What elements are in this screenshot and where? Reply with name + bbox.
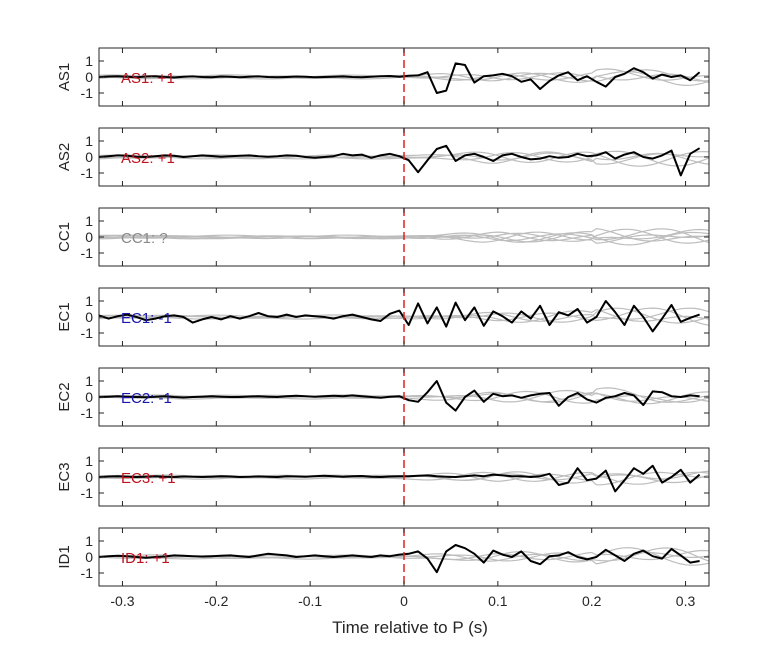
station-label: AS1 bbox=[56, 63, 73, 91]
station-label: EC1 bbox=[56, 302, 73, 331]
x-tick-label: 0.2 bbox=[582, 593, 602, 609]
polarity-label: EC2: -1 bbox=[121, 390, 172, 407]
x-tick-label: -0.1 bbox=[298, 593, 322, 609]
panel-cc1: -101 CC1 CC1: ? bbox=[56, 207, 710, 267]
x-axis-label: Time relative to P (s) bbox=[332, 618, 488, 637]
x-tick-label: -0.2 bbox=[204, 593, 228, 609]
polarity-label: EC3: +1 bbox=[121, 470, 176, 487]
y-tick-label: -1 bbox=[81, 85, 94, 101]
panel-ec2: -101 EC2 EC2: -1 bbox=[56, 367, 710, 427]
y-tick-label: 1 bbox=[85, 453, 93, 469]
panel-ec1: -101 EC1 EC1: -1 bbox=[56, 287, 710, 347]
y-tick-label: 0 bbox=[85, 309, 93, 325]
polarity-label: CC1: ? bbox=[121, 230, 168, 247]
y-tick-label: -1 bbox=[81, 565, 94, 581]
station-label: CC1 bbox=[56, 222, 73, 252]
station-label: EC3 bbox=[56, 462, 73, 491]
trace-ec1 bbox=[99, 300, 700, 333]
y-tick-label: 0 bbox=[85, 469, 93, 485]
polarity-label: AS1: +1 bbox=[121, 70, 175, 87]
y-tick-label: 0 bbox=[85, 229, 93, 245]
y-tick-label: 1 bbox=[85, 133, 93, 149]
station-label: AS2 bbox=[56, 143, 73, 171]
y-tick-label: 1 bbox=[85, 533, 93, 549]
y-tick-label: 1 bbox=[85, 213, 93, 229]
station-label: ID1 bbox=[56, 545, 73, 568]
polarity-label: ID1: +1 bbox=[121, 550, 170, 567]
polarity-label: EC1: -1 bbox=[121, 310, 172, 327]
x-tick-label: 0 bbox=[400, 593, 408, 609]
y-tick-label: -1 bbox=[81, 405, 94, 421]
trace-as1 bbox=[99, 62, 701, 94]
x-axis: -0.3 -0.2 -0.1 0 0.1 0.2 0.3 bbox=[110, 593, 695, 609]
y-tick-label: 1 bbox=[85, 293, 93, 309]
y-tick-label: 0 bbox=[85, 549, 93, 565]
x-tick-label: 0.1 bbox=[488, 593, 508, 609]
panel-as1: -101 AS1 AS1: +1 bbox=[56, 47, 710, 107]
trace-as2 bbox=[99, 144, 701, 177]
station-label: EC2 bbox=[56, 382, 73, 411]
x-tick-label: 0.3 bbox=[676, 593, 696, 609]
y-tick-label: -1 bbox=[81, 485, 94, 501]
trace-ec2 bbox=[99, 380, 700, 412]
y-tick-label: 1 bbox=[85, 53, 93, 69]
y-tick-label: 0 bbox=[85, 69, 93, 85]
y-tick-label: 1 bbox=[85, 373, 93, 389]
y-tick-label: 0 bbox=[85, 389, 93, 405]
panel-id1: -101 ID1 ID1: +1 bbox=[56, 527, 710, 587]
y-tick-label: -1 bbox=[81, 245, 94, 261]
x-tick-label: -0.3 bbox=[110, 593, 134, 609]
y-tick-label: -1 bbox=[81, 325, 94, 341]
trace-ec3 bbox=[99, 464, 701, 493]
panel-ec3: -101 EC3 EC3: +1 bbox=[56, 447, 710, 507]
panel-as2: -101 AS2 AS2: +1 bbox=[56, 127, 710, 187]
polarity-label: AS2: +1 bbox=[121, 150, 175, 167]
y-tick-label: -1 bbox=[81, 165, 94, 181]
trace-id1 bbox=[99, 544, 700, 574]
y-tick-label: 0 bbox=[85, 149, 93, 165]
